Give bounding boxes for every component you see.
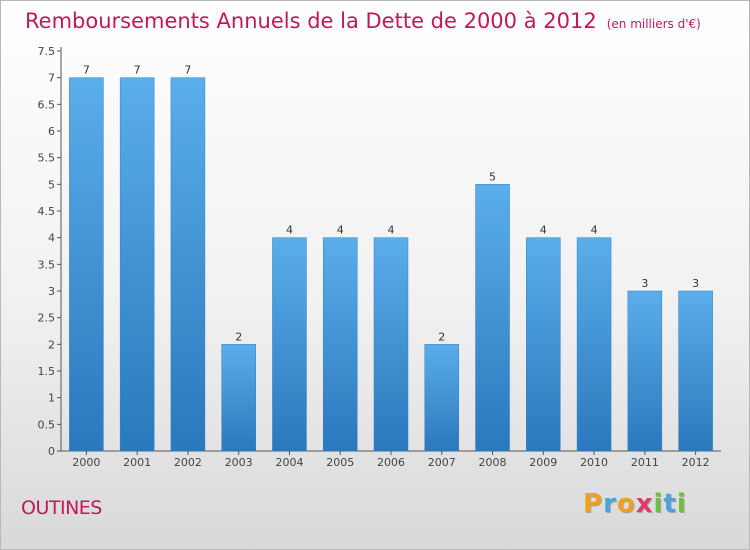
unit-note: (en milliers d'€) — [606, 17, 701, 31]
x-tick-label: 2012 — [682, 456, 710, 469]
logo-letter: P — [583, 489, 604, 519]
bar — [119, 77, 155, 452]
bar — [576, 237, 612, 452]
y-tick-label: 1 — [48, 392, 55, 405]
y-tick-label: 7.5 — [38, 45, 56, 58]
data-label: 3 — [692, 277, 699, 290]
y-tick-label: 3 — [48, 285, 55, 298]
data-label: 4 — [540, 224, 547, 237]
commune-name: OUTINES — [21, 497, 102, 519]
x-tick-label: 2011 — [631, 456, 659, 469]
logo-letter: i — [653, 489, 664, 519]
x-tick-label: 2007 — [428, 456, 456, 469]
logo-letter: t — [663, 489, 677, 519]
chart-title: Remboursements Annuels de la Dette de 20… — [25, 9, 701, 33]
bar — [322, 237, 358, 452]
data-label: 4 — [388, 224, 395, 237]
logo-letter: o — [616, 489, 636, 519]
y-tick-label: 0.5 — [38, 418, 56, 431]
logo-letter: i — [676, 489, 687, 519]
data-label: 2 — [235, 330, 242, 343]
logo-letter: r — [603, 489, 617, 519]
x-tick-label: 2006 — [377, 456, 405, 469]
x-tick-label: 2008 — [479, 456, 507, 469]
x-tick-label: 2009 — [529, 456, 557, 469]
proxiti-logo: Proxiti — [583, 489, 687, 519]
data-label: 4 — [337, 224, 344, 237]
bar — [475, 184, 510, 452]
y-tick-label: 3.5 — [38, 258, 56, 271]
data-label: 7 — [134, 64, 141, 77]
y-tick-label: 7 — [48, 72, 55, 85]
x-tick-label: 2001 — [123, 456, 151, 469]
y-tick-label: 2 — [48, 338, 55, 351]
title-text: Remboursements Annuels de la Dette de 20… — [25, 9, 597, 33]
logo-letter: x — [635, 489, 654, 519]
bar — [678, 290, 713, 452]
y-tick-label: 6.5 — [38, 98, 56, 111]
y-tick-label: 5 — [48, 178, 55, 191]
data-label: 5 — [489, 170, 496, 183]
x-tick-label: 2004 — [275, 456, 303, 469]
y-tick-label: 6 — [48, 125, 55, 138]
bar — [526, 237, 561, 452]
bar — [170, 77, 206, 452]
x-tick-label: 2005 — [326, 456, 354, 469]
data-label: 3 — [641, 277, 648, 290]
bar — [69, 77, 104, 452]
data-label: 7 — [83, 64, 90, 77]
bar — [373, 237, 409, 452]
y-tick-label: 5.5 — [38, 152, 56, 165]
data-label: 4 — [286, 224, 293, 237]
x-tick-label: 2000 — [72, 456, 100, 469]
bar — [627, 290, 663, 452]
y-tick-label: 4 — [48, 232, 55, 245]
y-tick-label: 0 — [48, 445, 55, 458]
data-label: 4 — [591, 224, 598, 237]
x-tick-label: 2002 — [174, 456, 202, 469]
y-tick-label: 4.5 — [38, 205, 56, 218]
x-tick-label: 2010 — [580, 456, 608, 469]
bar — [272, 237, 307, 452]
y-tick-label: 2.5 — [38, 312, 56, 325]
data-label: 7 — [184, 64, 191, 77]
x-tick-label: 2003 — [225, 456, 253, 469]
bar — [221, 344, 256, 452]
bar — [424, 344, 460, 452]
data-label: 2 — [438, 330, 445, 343]
y-tick-label: 1.5 — [38, 365, 56, 378]
